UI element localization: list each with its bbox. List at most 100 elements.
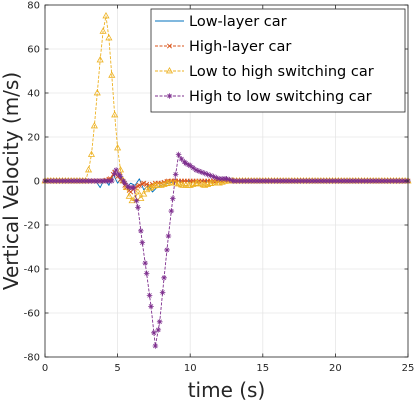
data-point: [96, 55, 104, 63]
data-point: [125, 192, 133, 199]
data-point: [236, 178, 243, 184]
data-point: [108, 71, 116, 78]
data-point: [335, 178, 342, 184]
x-axis-title: time (s): [188, 378, 266, 402]
data-point: [350, 178, 356, 184]
legend-marker: [166, 93, 173, 99]
data-point: [274, 178, 281, 184]
data-point: [114, 143, 122, 151]
data-point: [150, 182, 158, 189]
x-tick-label: 20: [329, 363, 342, 374]
data-point: [172, 179, 180, 186]
data-point: [99, 27, 107, 34]
data-point: [186, 181, 194, 188]
data-point: [138, 228, 144, 234]
y-tick-label: 40: [27, 89, 40, 100]
data-point: [283, 178, 289, 184]
data-point: [71, 178, 77, 184]
data-point: [193, 179, 202, 186]
data-point: [82, 178, 89, 184]
data-point: [361, 178, 368, 184]
data-point: [189, 180, 197, 187]
data-point: [265, 178, 272, 184]
legend-item: High to low switching car: [155, 89, 372, 105]
data-point: [352, 178, 359, 184]
data-point: [201, 170, 208, 177]
data-point: [163, 179, 171, 186]
data-point: [187, 162, 193, 169]
data-point: [93, 88, 101, 96]
x-tick-label: 25: [402, 363, 415, 374]
data-point: [199, 180, 207, 188]
data-point: [120, 178, 127, 184]
data-point: [111, 110, 119, 118]
data-point: [210, 173, 217, 180]
data-point: [133, 198, 140, 204]
data-point: [160, 180, 168, 187]
data-point: [277, 178, 284, 184]
data-point: [85, 178, 92, 184]
data-point: [289, 178, 295, 184]
data-point: [90, 121, 98, 129]
x-tick-label: 5: [114, 363, 120, 374]
data-point: [223, 176, 230, 182]
y-tick-label: -40: [24, 265, 40, 276]
data-point: [175, 180, 183, 187]
data-point: [105, 33, 113, 41]
data-point: [84, 165, 93, 173]
data-point: [218, 178, 226, 185]
data-point: [152, 343, 159, 349]
data-point: [297, 178, 304, 184]
data-point: [144, 181, 150, 187]
data-point: [126, 184, 133, 191]
data-point: [122, 180, 128, 186]
data-point: [50, 178, 57, 184]
data-point: [106, 178, 112, 184]
data-point: [370, 178, 376, 184]
data-point: [399, 178, 405, 184]
data-point: [87, 150, 96, 157]
data-point: [364, 178, 371, 184]
data-point: [373, 178, 379, 184]
y-tick-label: 80: [27, 1, 40, 12]
data-point: [318, 178, 324, 184]
data-point: [329, 178, 336, 184]
data-point: [215, 179, 223, 186]
data-point: [135, 183, 141, 189]
data-point: [192, 179, 200, 186]
data-point: [381, 178, 388, 184]
data-point: [291, 178, 298, 184]
y-tick-label: 20: [27, 133, 40, 144]
data-point: [341, 178, 347, 184]
data-point: [161, 275, 167, 281]
data-point: [306, 178, 313, 184]
data-point: [116, 165, 125, 173]
data-point: [251, 178, 257, 184]
data-point: [355, 178, 362, 184]
data-point: [157, 181, 165, 188]
data-point: [201, 181, 209, 188]
data-point: [97, 178, 103, 184]
data-point: [91, 178, 98, 184]
data-point: [384, 178, 391, 184]
data-point: [286, 178, 292, 184]
data-point: [136, 182, 142, 188]
data-point: [156, 319, 163, 325]
data-point: [262, 178, 269, 184]
data-point: [169, 195, 176, 202]
data-point: [271, 178, 278, 184]
x-tick-label: 15: [256, 363, 269, 374]
data-point: [103, 178, 109, 184]
data-point: [239, 178, 246, 184]
data-point: [177, 180, 186, 188]
data-point: [199, 169, 205, 175]
legend-label: High-layer car: [189, 39, 291, 55]
data-point: [379, 178, 385, 184]
data-point: [164, 247, 170, 253]
data-point: [190, 165, 196, 171]
legend-item: Low-layer car: [155, 14, 287, 30]
data-point: [172, 171, 179, 178]
data-point: [88, 178, 95, 184]
legend-marker: [165, 66, 174, 74]
